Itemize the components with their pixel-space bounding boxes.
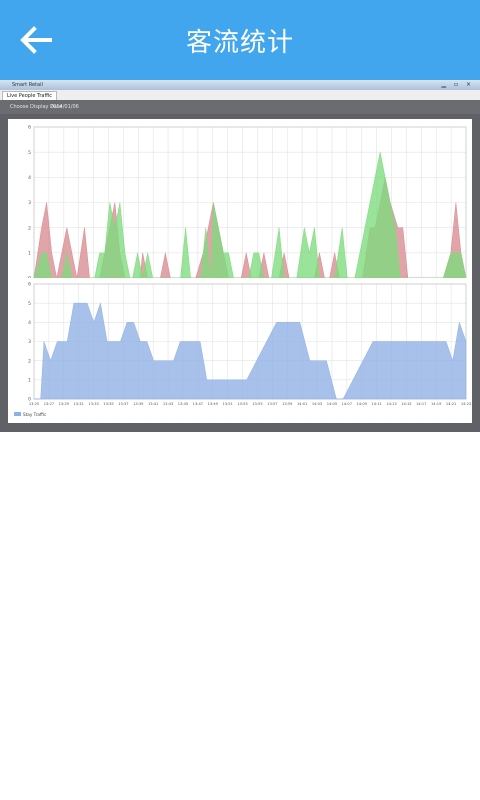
charts-canvas: 012345613:2513:2713:2913:3113:3313:3513:… xyxy=(0,80,480,432)
x-tick-label: 13:33 xyxy=(88,402,98,406)
x-tick-label: 14:05 xyxy=(327,402,337,406)
y-tick-label: 1 xyxy=(28,250,31,256)
x-tick-label: 13:35 xyxy=(103,402,113,406)
x-tick-label: 13:57 xyxy=(267,402,277,406)
x-tick-label: 14:09 xyxy=(357,402,368,406)
y-tick-label: 2 xyxy=(28,225,31,231)
x-tick-label: 13:37 xyxy=(118,402,128,406)
x-tick-label: 14:17 xyxy=(416,402,426,406)
x-tick-label: 13:43 xyxy=(163,402,173,406)
x-tick-label: 13:25 xyxy=(29,402,39,406)
y-tick-label: 5 xyxy=(28,150,31,156)
x-tick-label: 13:49 xyxy=(208,402,219,406)
x-tick-label: 13:53 xyxy=(237,402,247,406)
x-tick-label: 14:13 xyxy=(386,402,396,406)
y-tick-label: 5 xyxy=(28,301,31,307)
y-tick-label: 6 xyxy=(28,282,31,288)
y-tick-label: 3 xyxy=(28,200,31,206)
x-tick-label: 14:23 xyxy=(461,402,471,406)
y-tick-label: 6 xyxy=(28,125,31,131)
legend-label: Stay Traffic xyxy=(23,412,47,417)
chart-1: 012345613:2513:2713:2913:3113:3313:3513:… xyxy=(8,119,472,305)
screenshot-image: Smart Retail ▁ ▫ × Live People Traffic C… xyxy=(0,80,480,432)
page-title: 客流统计 xyxy=(0,22,480,59)
y-tick-label: 1 xyxy=(28,377,31,383)
x-tick-label: 14:11 xyxy=(371,402,381,406)
x-tick-label: 14:21 xyxy=(446,402,456,406)
x-tick-label: 13:51 xyxy=(222,402,232,406)
x-tick-label: 13:27 xyxy=(44,402,54,406)
x-tick-label: 14:01 xyxy=(297,402,307,406)
x-tick-label: 13:29 xyxy=(59,402,70,406)
x-tick-label: 13:59 xyxy=(282,402,293,406)
x-tick-label: 13:41 xyxy=(148,402,158,406)
y-tick-label: 4 xyxy=(28,175,31,181)
x-tick-label: 13:47 xyxy=(193,402,203,406)
x-tick-label: 13:45 xyxy=(178,402,188,406)
legend-swatch xyxy=(14,412,21,416)
x-tick-label: 13:55 xyxy=(252,402,262,406)
y-tick-label: 4 xyxy=(28,320,31,326)
x-tick-label: 14:03 xyxy=(312,402,322,406)
x-tick-label: 14:19 xyxy=(431,402,442,406)
app-header: 客流统计 xyxy=(0,0,480,80)
x-tick-label: 13:39 xyxy=(133,402,144,406)
y-tick-label: 3 xyxy=(28,339,31,345)
x-tick-label: 13:31 xyxy=(74,402,84,406)
y-tick-label: 2 xyxy=(28,358,31,364)
x-tick-label: 14:07 xyxy=(342,402,352,406)
x-tick-label: 14:15 xyxy=(401,402,411,406)
